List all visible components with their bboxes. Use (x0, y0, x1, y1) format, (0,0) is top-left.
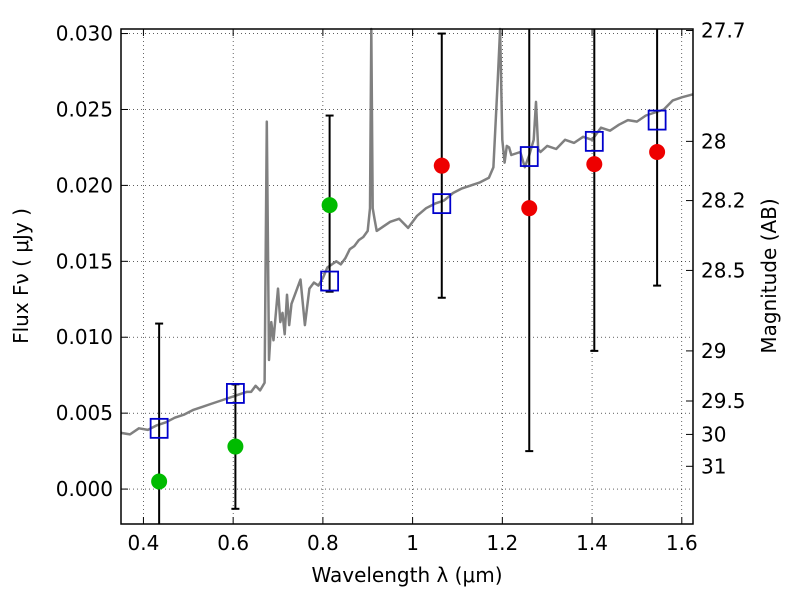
right-tick-label: 30 (701, 422, 726, 446)
ticks-layer: 0.4 0.6 0.8 1 1.2 1.4 1.6 0.000 0.005 0.010 0.015 0… (56, 19, 746, 555)
model-square-marker (647, 109, 667, 131)
y-tick-label: 0.000 (56, 477, 113, 501)
y-tick-label: 0.020 (56, 173, 113, 197)
right-tick-label: 28.2 (701, 189, 746, 213)
red-data-point (521, 200, 538, 217)
x-tick-label: 0.8 (307, 531, 339, 555)
right-tick-label: 28 (701, 129, 726, 153)
red-data-point (433, 157, 450, 174)
model-square-marker (320, 270, 340, 292)
model-square-marker (584, 130, 604, 152)
y-tick-label: 0.030 (56, 22, 113, 46)
red-data-point (586, 156, 603, 173)
model-square-marker (225, 383, 245, 404)
grid (121, 29, 693, 524)
x-tick-label: 1 (406, 531, 419, 555)
right-tick-label: 31 (701, 454, 726, 478)
right-tick-label: 29.5 (701, 389, 746, 413)
x-tick-label: 1.6 (666, 531, 698, 555)
right-tick-label: 28.5 (701, 258, 746, 282)
green-data-point (321, 197, 338, 214)
model-square-marker (519, 146, 539, 167)
green-data-point (151, 473, 168, 490)
green-data-point (227, 438, 244, 455)
y-axis-right-label: Magnitude (AB) (757, 198, 781, 353)
model-square-marker (432, 193, 452, 215)
y-axis-label: Flux Fν ( μJy ) (9, 208, 33, 344)
plot-background (121, 29, 693, 524)
red-data-point (649, 143, 666, 160)
model-layer (149, 109, 667, 439)
model-square-marker (149, 417, 169, 439)
x-axis-label: Wavelength λ (μm) (311, 563, 502, 587)
right-tick-label: 27.7 (701, 19, 746, 43)
y-tick-label: 0.010 (56, 325, 113, 349)
y-tick-label: 0.025 (56, 97, 113, 121)
x-tick-label: 1.4 (576, 531, 608, 555)
right-tick-label: 29 (701, 339, 726, 363)
x-tick-label: 1.2 (486, 531, 518, 555)
x-tick-label: 0.4 (128, 531, 160, 555)
y-tick-label: 0.015 (56, 249, 113, 273)
y-tick-label: 0.005 (56, 401, 113, 425)
plot-frame (120, 28, 694, 525)
x-tick-label: 0.6 (217, 531, 249, 555)
points-layer (151, 143, 666, 490)
